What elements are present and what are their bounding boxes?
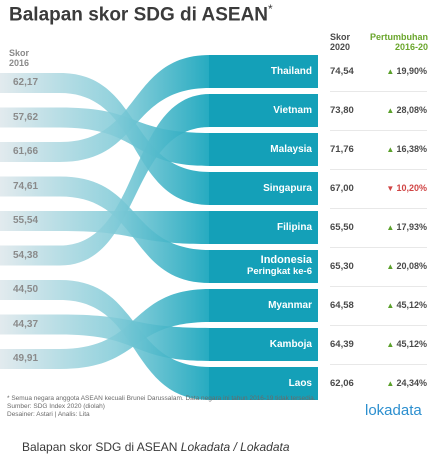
triangle-up-icon: ▲ (386, 222, 397, 232)
country-label: Filipina (277, 221, 312, 233)
growth-header: Pertumbuhan 2016-20 (369, 32, 428, 52)
ribbon-singapura (0, 73, 210, 205)
country-label: Laos (288, 377, 312, 389)
row-divider (330, 286, 427, 287)
country-label: Kamboja (269, 338, 312, 350)
score-2020-label: 64,58 (330, 299, 354, 311)
growth-label: ▼ 10,20% (386, 182, 427, 193)
bar-kamboja (209, 328, 318, 361)
row-divider (330, 247, 427, 248)
ribbon-laos (0, 280, 210, 400)
score-2020-label: 73,80 (330, 104, 354, 116)
row-divider (330, 208, 427, 209)
score-2016-label: 74,61 (13, 180, 39, 192)
growth-label: ▲ 24,34% (386, 377, 427, 388)
country-label: Myanmar (268, 299, 312, 311)
country-label: Singapura (263, 182, 312, 194)
country-label: Malaysia (270, 143, 312, 155)
row-divider (330, 130, 427, 131)
growth-label: ▲ 28,08% (386, 104, 427, 115)
score-2020-header: Skor 2020 (330, 32, 351, 52)
growth-label: ▲ 17,93% (386, 221, 427, 232)
ribbon-indonesia (0, 176, 210, 283)
score-2016-label: 57,62 (13, 111, 39, 123)
score-2016-label: 49,91 (13, 353, 39, 364)
footnote: * Semua negara anggota ASEAN kecuali Bru… (7, 395, 316, 418)
chart-title: Balapan skor SDG di ASEAN* (9, 2, 273, 26)
row-divider (330, 364, 427, 365)
score-2020-label: 74,54 (330, 65, 354, 77)
score-2016-label: 44,50 (13, 284, 39, 295)
score-2020-label: 64,39 (330, 338, 354, 350)
triangle-up-icon: ▲ (386, 378, 397, 388)
bar-malaysia (209, 133, 318, 166)
growth-label: ▲ 19,90% (386, 65, 427, 76)
score-2020-label: 67,00 (330, 182, 354, 194)
triangle-up-icon: ▲ (386, 66, 397, 76)
growth-label: ▲ 45,12% (386, 299, 427, 310)
score-2016-label: 62,17 (13, 77, 39, 88)
left-axis-header: Skor 2016 (9, 48, 30, 68)
row-divider (330, 169, 427, 170)
score-2020-label: 65,50 (330, 221, 354, 233)
triangle-up-icon: ▲ (386, 339, 397, 349)
score-2020-label: 62,06 (330, 377, 354, 389)
triangle-up-icon: ▲ (386, 261, 397, 271)
figure-caption: Balapan skor SDG di ASEAN Lokadata / Lok… (22, 440, 290, 454)
country-label: Indonesia Peringkat ke-6 (192, 254, 312, 277)
triangle-up-icon: ▲ (386, 105, 397, 115)
bar-indonesia (209, 250, 318, 283)
row-divider (330, 325, 427, 326)
row-divider (330, 91, 427, 92)
score-2020-label: 71,76 (330, 143, 354, 155)
score-2016-label: 44,37 (13, 318, 39, 330)
country-label: Vietnam (273, 104, 312, 116)
score-2016-label: 54,38 (13, 249, 39, 261)
bar-myanmar (209, 289, 318, 322)
bar-thailand (209, 55, 318, 88)
country-sublabel: Peringkat ke-6 (247, 266, 312, 277)
growth-label: ▲ 45,12% (386, 338, 427, 349)
score-2016-label: 55,54 (13, 215, 39, 226)
growth-label: ▲ 16,38% (386, 143, 427, 154)
score-2016-label: 61,66 (13, 146, 39, 157)
score-2020-label: 65,30 (330, 260, 354, 272)
bar-filipina (209, 211, 318, 244)
growth-label: ▲ 20,08% (386, 260, 427, 271)
bar-vietnam (209, 94, 318, 127)
bar-laos (209, 367, 318, 400)
country-label: Thailand (270, 65, 312, 77)
lokadata-logo: lokadata (365, 402, 422, 419)
triangle-up-icon: ▲ (386, 144, 397, 154)
ribbon-thailand (0, 55, 210, 162)
triangle-up-icon: ▲ (386, 300, 397, 310)
ribbon-myanmar (0, 289, 210, 369)
bar-singapura (209, 172, 318, 205)
triangle-down-icon: ▼ (386, 183, 397, 193)
